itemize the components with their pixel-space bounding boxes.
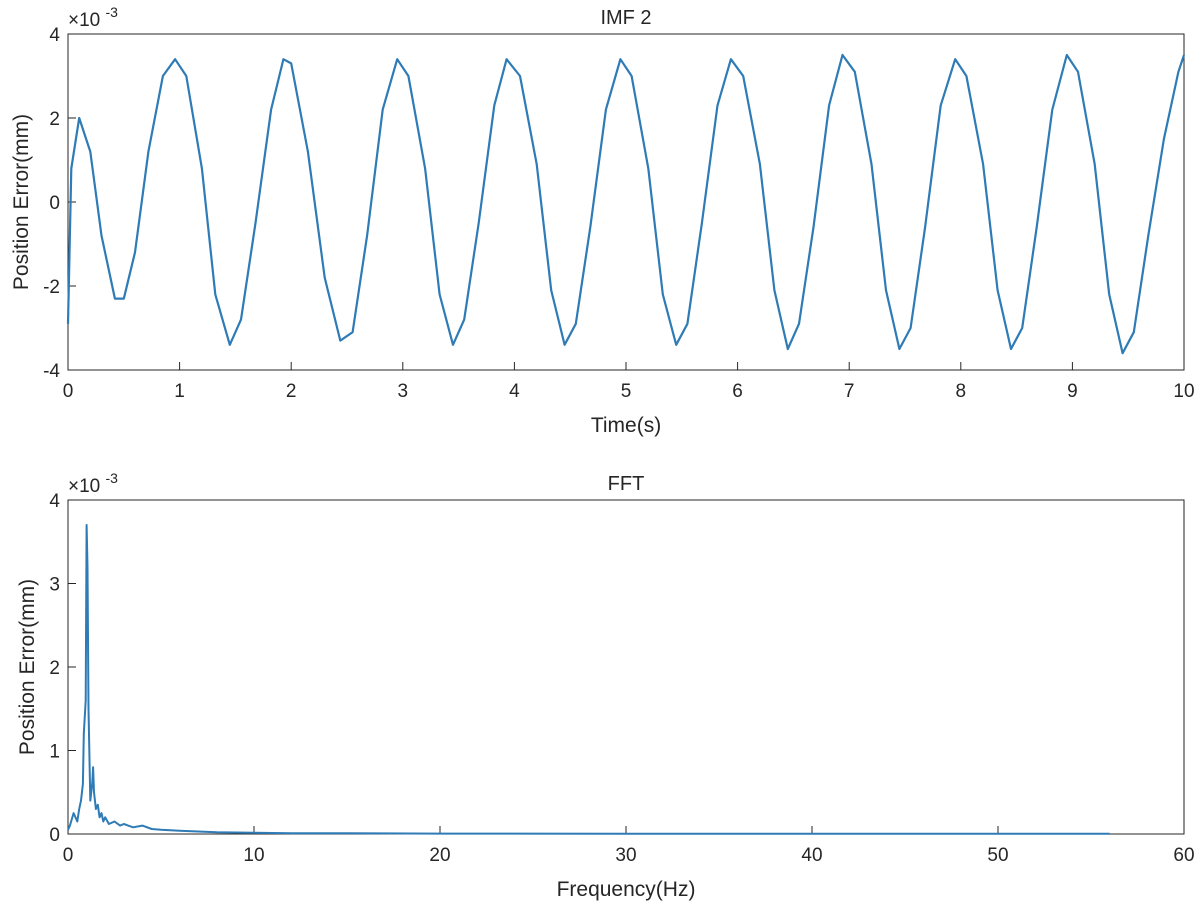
y-ticks: -4 -2 0 2 4 <box>43 25 76 382</box>
chart-title: FFT <box>608 473 645 495</box>
y-multiplier: ×10 -3 <box>68 470 118 497</box>
x-tick-label: 4 <box>509 381 520 402</box>
x-tick-label: 5 <box>621 381 632 402</box>
series-line <box>67 524 1110 835</box>
x-tick-label: 60 <box>1173 845 1194 866</box>
y-tick-label: -4 <box>43 361 60 382</box>
y-multiplier-base: ×10 <box>68 476 100 497</box>
y-multiplier: ×10 -3 <box>68 4 118 31</box>
x-tick-label: 10 <box>243 845 264 866</box>
x-tick-label: 0 <box>63 381 74 402</box>
y-tick-label: -2 <box>43 277 60 298</box>
plot-area <box>67 33 1185 371</box>
y-tick-label: 0 <box>49 193 60 214</box>
y-axis-label: Position Error(mm) <box>16 579 39 755</box>
y-tick-label: 2 <box>49 658 60 679</box>
x-tick-label: 8 <box>956 381 967 402</box>
y-multiplier-exponent: -3 <box>106 470 119 486</box>
y-tick-label: 0 <box>49 825 60 846</box>
x-tick-label: 2 <box>286 381 297 402</box>
y-tick-label: 1 <box>49 742 60 763</box>
y-tick-label: 3 <box>49 575 60 596</box>
x-tick-label: 40 <box>801 845 822 866</box>
plot-area <box>67 499 1185 835</box>
fft-panel: FFT 0 1 2 3 4 0 10 20 30 40 50 60 Frequency(Hz) Po… <box>16 470 1195 901</box>
y-tick-label: 4 <box>49 491 60 512</box>
y-multiplier-exponent: -3 <box>106 4 119 20</box>
x-axis-label: Time(s) <box>591 414 661 437</box>
y-axis-label: Position Error(mm) <box>10 114 33 290</box>
x-axis-label: Frequency(Hz) <box>557 878 696 901</box>
x-ticks: 0 1 2 3 4 5 6 7 8 9 10 <box>63 362 1195 402</box>
x-tick-label: 7 <box>844 381 855 402</box>
x-tick-label: 6 <box>732 381 743 402</box>
x-ticks: 0 10 20 30 40 50 60 <box>63 826 1195 866</box>
x-tick-label: 3 <box>398 381 409 402</box>
y-multiplier-base: ×10 <box>68 10 100 31</box>
y-tick-label: 2 <box>49 109 60 130</box>
x-tick-label: 10 <box>1173 381 1194 402</box>
series-line <box>66 53 1186 355</box>
x-tick-label: 1 <box>174 381 185 402</box>
y-ticks: 0 1 2 3 4 <box>49 491 76 846</box>
x-tick-label: 30 <box>615 845 636 866</box>
x-tick-label: 20 <box>429 845 450 866</box>
imf2-panel: IMF 2 -4 -2 0 2 4 0 1 2 3 4 5 6 7 8 9 10 Time(s) Posit… <box>10 4 1195 437</box>
chart-title: IMF 2 <box>600 7 651 29</box>
x-tick-label: 50 <box>987 845 1008 866</box>
y-tick-label: 4 <box>49 25 60 46</box>
x-tick-label: 9 <box>1067 381 1078 402</box>
x-tick-label: 0 <box>63 845 74 866</box>
